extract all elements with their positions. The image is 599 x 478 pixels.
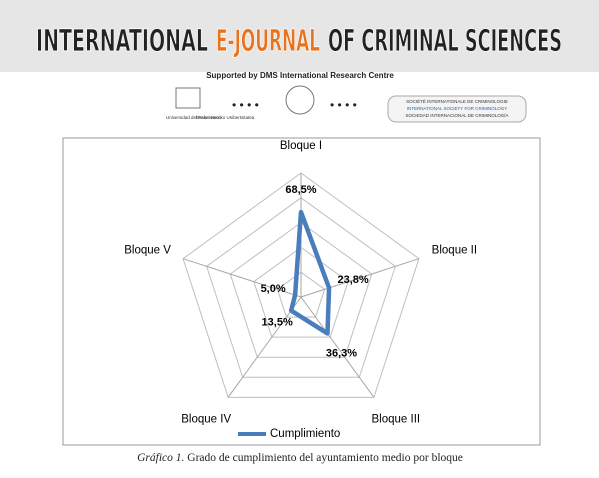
- subtitle: Supported by DMS International Research …: [206, 71, 394, 80]
- axis-label: Bloque II: [432, 244, 477, 256]
- axis-spoke: [182, 258, 302, 298]
- logo-center: [285, 85, 315, 115]
- grid-ring: [229, 221, 373, 358]
- data-label: 5,0%: [261, 283, 286, 295]
- data-label: 23,8%: [337, 274, 368, 286]
- axis-label: Bloque III: [372, 413, 421, 425]
- axis-label: Bloque IV: [181, 413, 231, 425]
- title-part: OF CRIMINAL SCIENCES: [328, 24, 562, 59]
- data-label: 68,5%: [285, 184, 316, 196]
- logo-right: [387, 95, 527, 123]
- grid-ring: [253, 246, 349, 338]
- axis-spoke: [300, 296, 375, 398]
- grid-ring: [182, 172, 420, 398]
- series-line: [288, 209, 332, 336]
- axis-label: Bloque V: [124, 244, 171, 256]
- axis-label: Bloque I: [280, 140, 322, 152]
- dots: • • • •: [330, 98, 357, 112]
- radar-chart: Bloque I Bloque II Bloque III Bloque IV Bloq…: [124, 140, 477, 440]
- banner: [0, 0, 599, 72]
- title-part: INTERNATIONAL: [36, 24, 208, 59]
- journal-title: INTERNATIONAL E-JOURNAL OF CRIMINAL SCIE…: [36, 24, 562, 59]
- grid-ring: [206, 197, 396, 378]
- logo-text: Euskal Herriko Unibertsitatea: [196, 115, 255, 120]
- logo-text: SOCIÉTÉ INTERNATIONALE DE CRIMINOLOGIE: [406, 98, 508, 104]
- caption: Gráfico 1. Grado de cumplimiento del ayu…: [137, 452, 463, 464]
- caption-text: Grado de cumplimiento del ayuntamiento m…: [187, 452, 463, 464]
- axis-spoke: [300, 258, 420, 298]
- logo-left: [175, 87, 201, 109]
- data-label: 13,5%: [262, 316, 293, 328]
- logo-text: Universidad del País Vasco: [166, 115, 221, 120]
- legend-label: Cumplimiento: [270, 428, 340, 440]
- logo-text: INTERNATIONAL SOCIETY FOR CRIMINOLOGY: [407, 106, 507, 111]
- logo-text: SOCIEDAD INTERNACIONAL DE CRIMINOLOGÍA: [405, 112, 508, 118]
- dots: • • • •: [232, 98, 259, 112]
- caption-label: Gráfico 1.: [137, 452, 184, 464]
- title-part: E-JOURNAL: [216, 24, 320, 59]
- data-label: 36,3%: [326, 347, 357, 359]
- axis-spoke: [227, 296, 302, 398]
